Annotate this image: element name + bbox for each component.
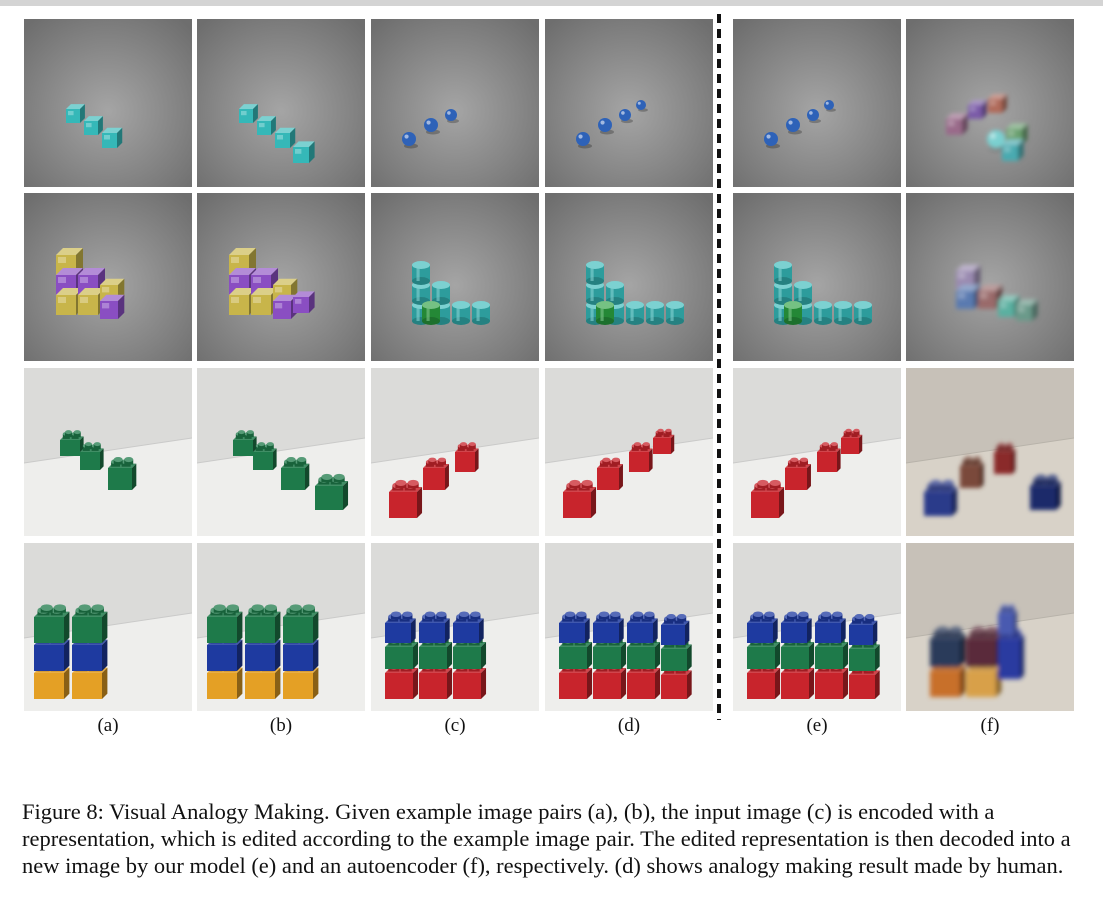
column-label: (b) — [269, 715, 293, 736]
panel-row1-e — [733, 19, 901, 187]
panel-row2-e — [733, 193, 901, 361]
panel-row2-d — [545, 193, 713, 361]
dashed-divider — [717, 14, 721, 720]
panel-row1-d — [545, 19, 713, 187]
panel-row1-a — [24, 19, 192, 187]
panel-row2-f — [906, 193, 1074, 361]
column-label: (a) — [97, 715, 119, 736]
panel-row3-a — [24, 368, 192, 536]
panel-row4-d — [545, 543, 713, 711]
panel-row4-b — [197, 543, 365, 711]
panel-row1-f — [906, 19, 1074, 187]
column-label: (c) — [444, 715, 466, 736]
panel-row4-a — [24, 543, 192, 711]
panel-row3-e — [733, 368, 901, 536]
panel-row4-c — [371, 543, 539, 711]
panel-row3-c — [371, 368, 539, 536]
panel-row3-d — [545, 368, 713, 536]
visual-analogy-figure: (a) (b) (c) (d) (e) (f) — [24, 14, 1074, 736]
page-top-rule — [0, 0, 1103, 6]
column-label: (f) — [980, 715, 1000, 736]
column-label: (d) — [617, 715, 641, 736]
panel-row3-f — [906, 368, 1074, 536]
panel-row2-b — [197, 193, 365, 361]
panel-row1-b — [197, 19, 365, 187]
panel-row4-f — [906, 543, 1074, 711]
column-label: (e) — [806, 715, 828, 736]
panel-row4-e — [733, 543, 901, 711]
panel-row1-c — [371, 19, 539, 187]
figure-caption: Figure 8: Visual Analogy Making. Given e… — [22, 799, 1071, 878]
panel-row3-b — [197, 368, 365, 536]
panel-row2-a — [24, 193, 192, 361]
panel-row2-c — [371, 193, 539, 361]
